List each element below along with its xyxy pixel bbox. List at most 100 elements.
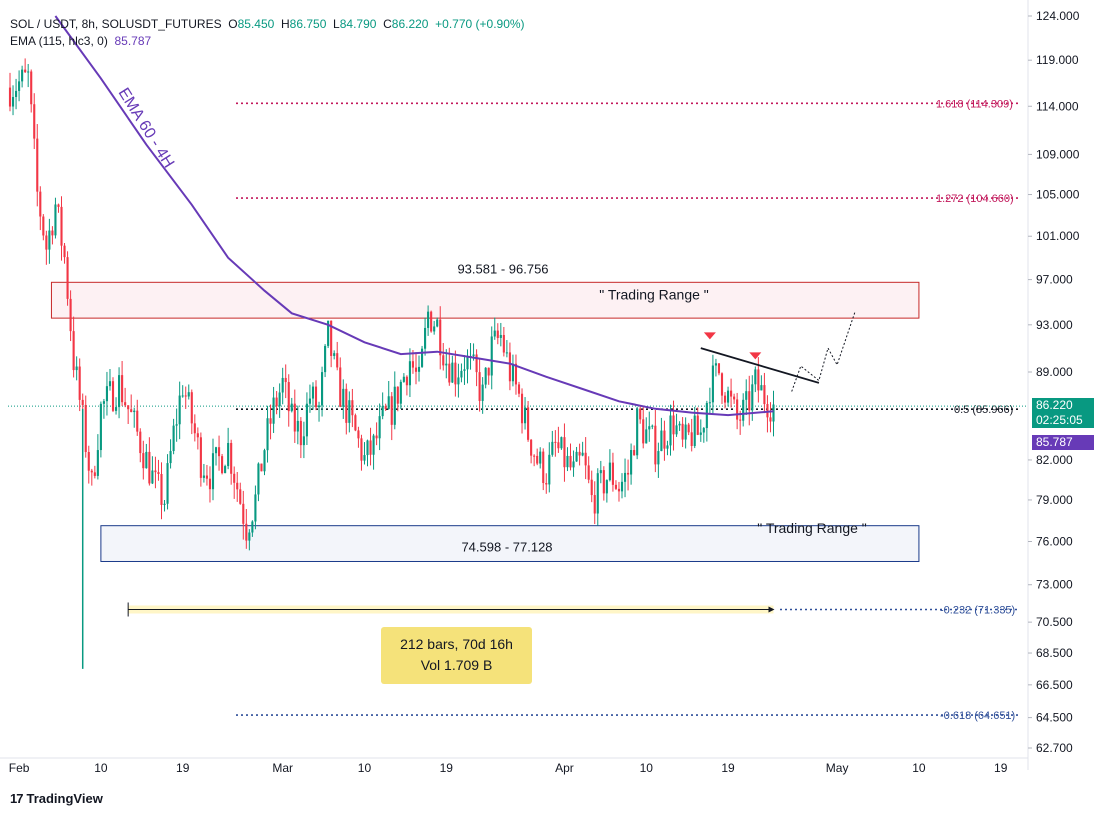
candle-body [308,398,312,404]
candle-body [148,451,151,484]
resistance-trendline [700,347,820,384]
candle-body [48,230,51,250]
candle-body [354,415,357,431]
candle-body [536,455,539,464]
price-tick-label: 73.000 [1036,578,1073,592]
candle-body [372,435,375,455]
candle-body [420,348,424,367]
candle-body [121,375,124,403]
candle-body [178,395,181,425]
candle-body [369,440,372,455]
candle-body [623,472,627,482]
candle-body [445,363,448,366]
countdown-tag: 02:25:05 [1032,413,1094,429]
candle-body [108,381,112,387]
tradingview-brand[interactable]: 17 TradingView [10,791,103,806]
candle-body [90,470,93,473]
candle-body [375,435,378,439]
candle-body [118,375,121,408]
candle-body [287,382,290,412]
candle-body [96,450,99,476]
candle-body [490,336,493,376]
candle-body [296,420,299,432]
price-tick-label: 109.000 [1036,147,1080,161]
candle-body [160,473,163,505]
price-tick-label: 64.500 [1036,711,1073,725]
candle-body [42,216,45,236]
price-tick-label: 119.000 [1036,53,1079,67]
candle-body [239,489,242,504]
candle-body [620,481,624,492]
candle-body [260,463,263,472]
candle-body [257,463,260,495]
candle-body [766,404,769,418]
candle-body [675,425,678,435]
legend-symbol[interactable]: SOL / USDT, 8h, SOLUSDT_FUTURES [10,17,222,31]
candle-body [348,400,351,423]
candle-body [569,455,572,468]
candle-body [617,488,621,492]
candle-body [751,384,754,411]
candle-body [717,363,721,374]
candle-body [36,138,39,192]
candle-body [342,388,345,407]
candle-body [217,447,221,457]
candle-body [24,69,27,73]
candle-body [772,404,775,422]
candle-body [51,230,54,236]
candle-body [266,418,269,451]
price-tick-label: 124.000 [1036,9,1080,23]
candle-body [433,326,436,332]
price-tick-label: 114.000 [1036,99,1079,113]
candle-body [27,71,30,73]
candle-body [136,410,139,432]
candle-body [645,429,648,444]
candle-body [424,327,427,349]
price-tick-label: 101.000 [1036,229,1080,243]
legend-close-label: C [383,17,392,31]
candle-body [730,390,733,397]
ema-line [54,15,774,417]
sell-signal-icon [703,332,716,340]
candle-body [575,451,578,462]
candle-body [363,455,366,461]
candle-body [336,353,339,368]
candle-body [130,409,133,413]
candle-body [502,334,505,353]
candle-body [508,352,511,382]
candle-body [78,366,81,400]
candle-body [8,87,12,107]
price-tick-label: 79.000 [1036,493,1073,507]
legend-close: 86.220 [391,17,429,31]
candle-body [18,81,21,91]
candle-body [211,453,215,490]
tradingview-logo-icon: 17 [10,791,24,806]
price-tick-label: 76.000 [1036,535,1073,549]
candle-body [457,377,460,385]
candle-body [339,367,342,407]
time-tick-label: Mar [272,761,293,775]
legend-low: 84.790 [339,17,377,31]
candle-body [33,104,36,139]
legend-high-label: H [281,17,290,31]
candle-body [330,320,333,356]
candle-body [93,472,96,476]
candle-body [84,404,87,453]
candle-body [224,466,227,474]
candle-body [427,311,430,328]
upper_range-box [50,281,920,319]
candle-body [190,392,193,424]
candle-body [293,403,296,432]
candle-body [393,386,396,425]
legend-ema-label[interactable]: EMA (115, hlc3, 0) [10,34,108,48]
candle-body [102,401,105,404]
time-tick-label: Apr [555,761,574,775]
candle-body [251,521,254,533]
time-tick-label: 10 [912,761,926,775]
candle-body [557,442,560,449]
price-tick-label: 93.000 [1036,318,1073,332]
candle-body [196,433,199,438]
candle-body [45,235,48,250]
candle-body [57,204,60,207]
